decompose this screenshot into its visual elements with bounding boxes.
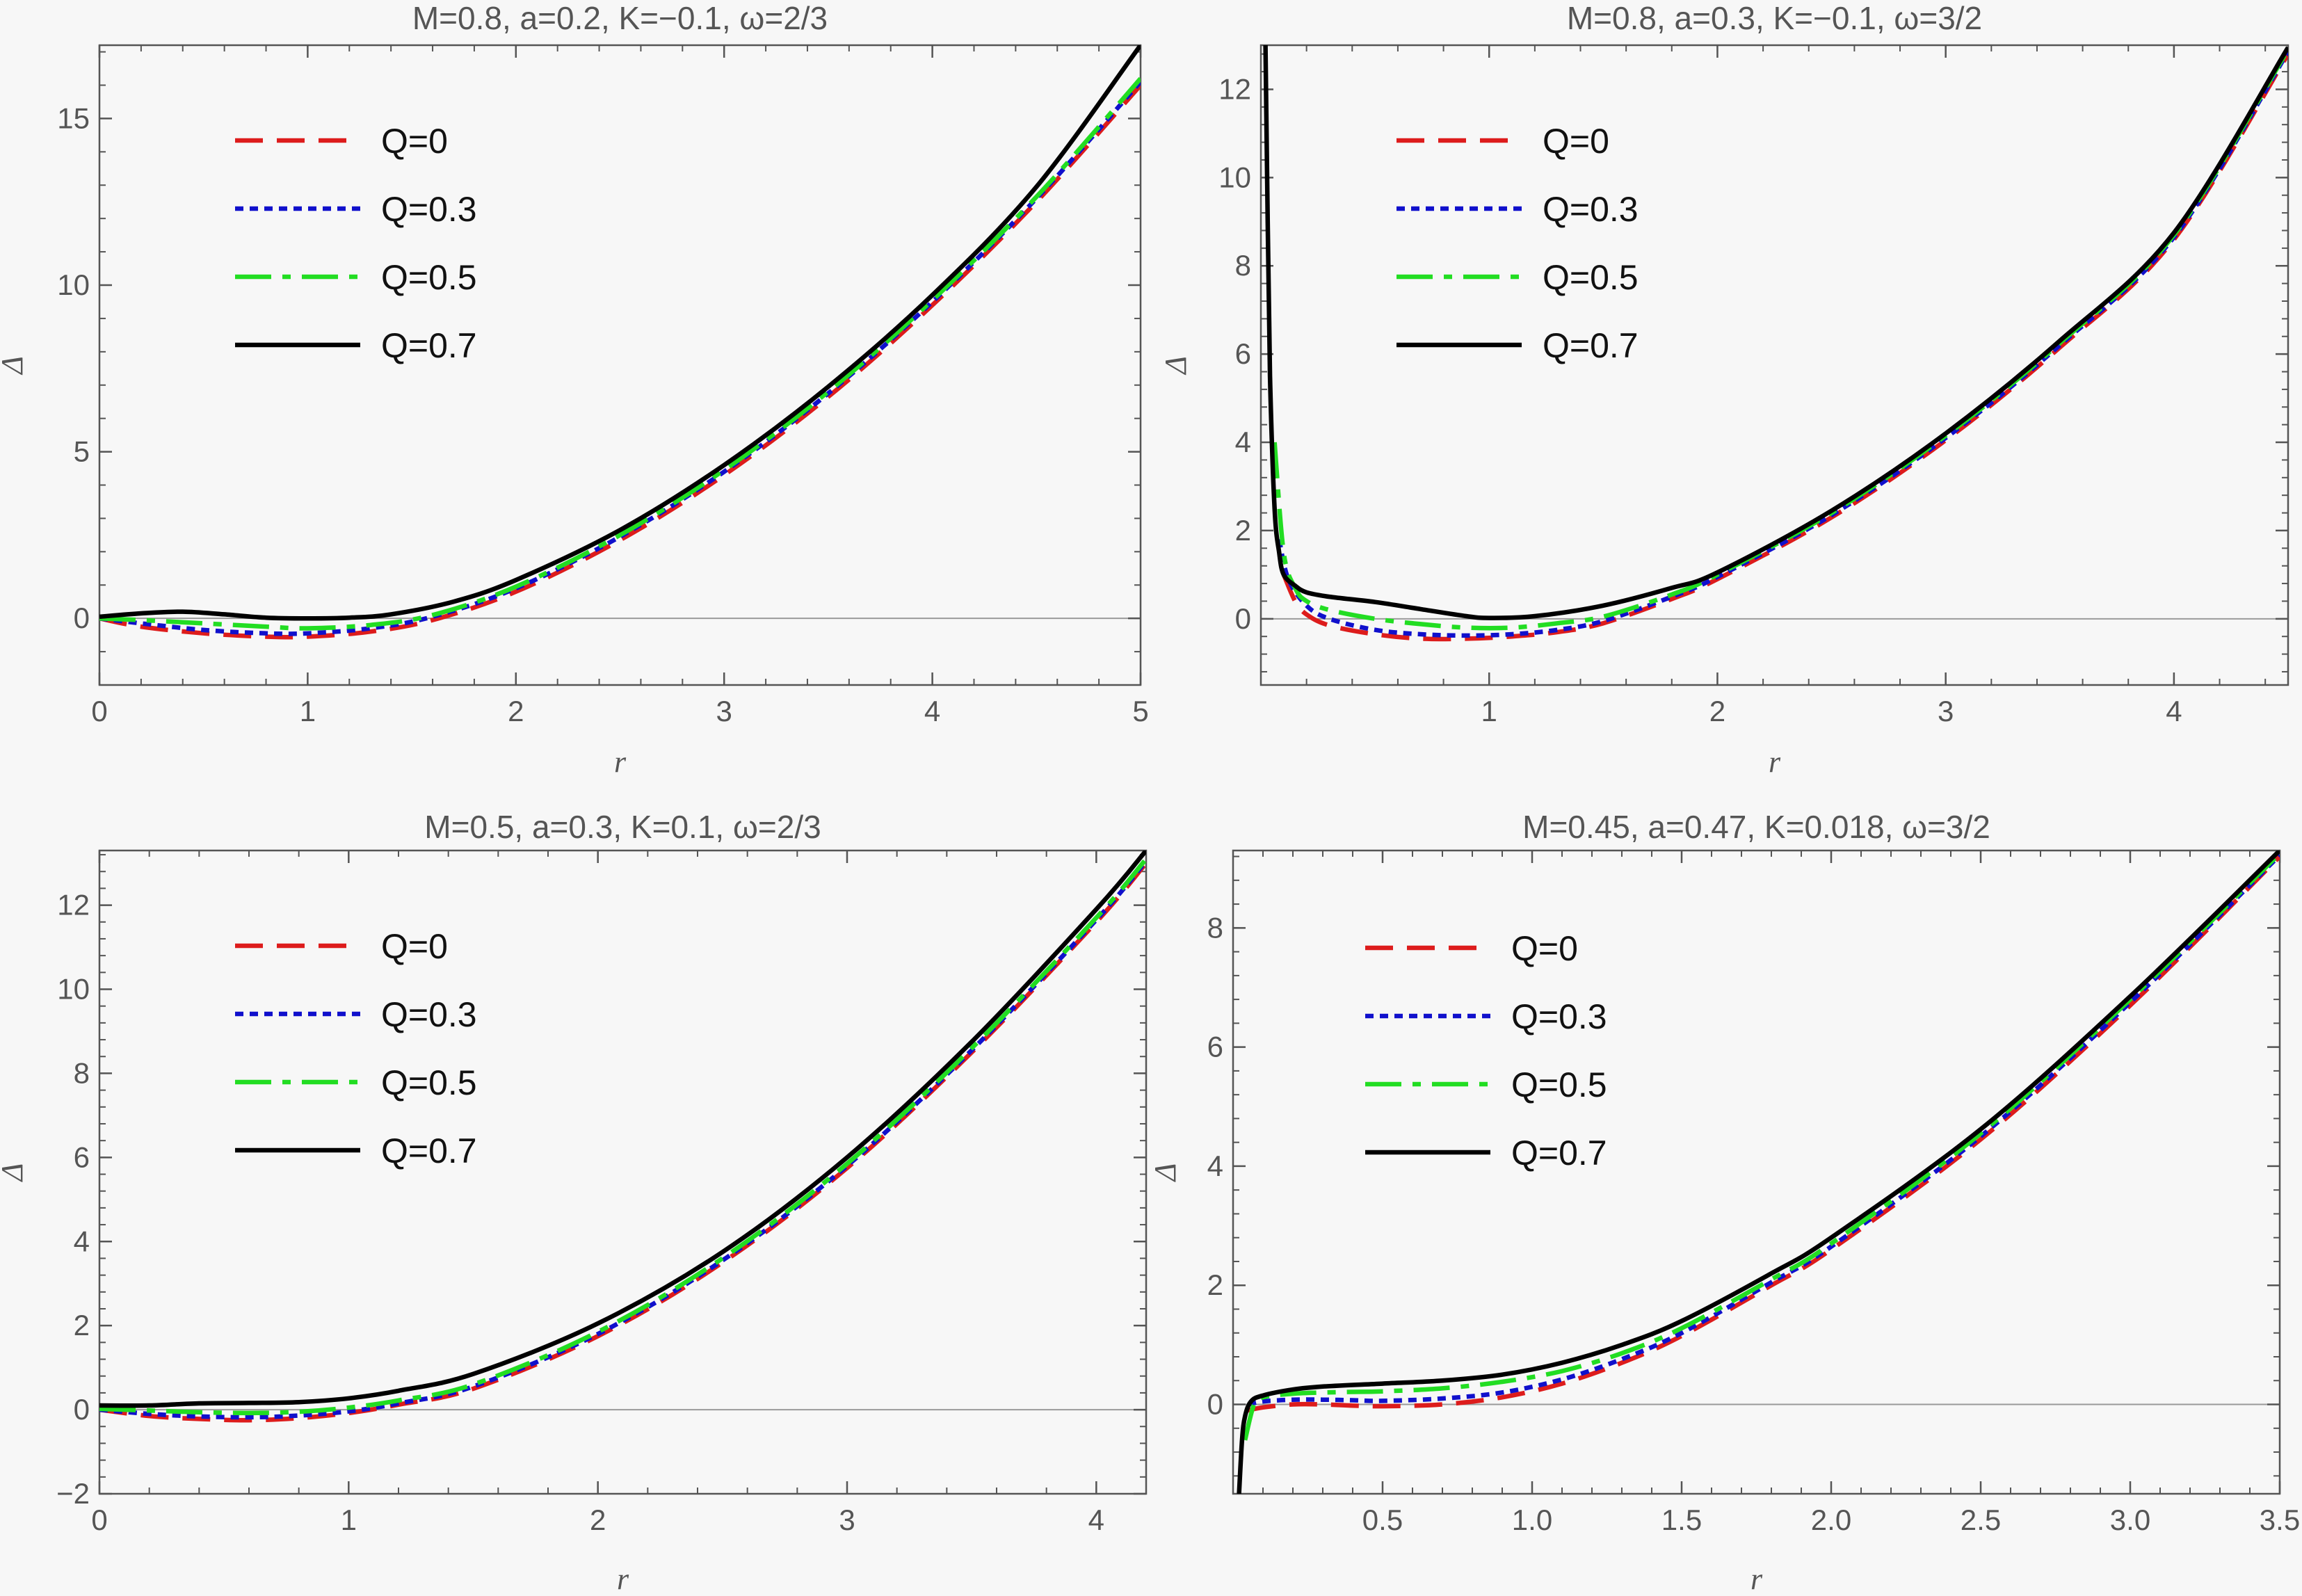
x-tick-label: 0 <box>91 695 107 727</box>
x-tick-label: 3.5 <box>2260 1504 2300 1536</box>
x-axis-label: r <box>614 745 627 779</box>
y-tick-label: −2 <box>56 1477 90 1510</box>
y-tick-label: 2 <box>1235 514 1251 547</box>
panel-title: M=0.8, a=0.3, K=−0.1, ω=3/2 <box>1567 0 1982 36</box>
y-tick-label: 8 <box>1235 249 1251 282</box>
series-line <box>99 45 1141 621</box>
x-tick-label: 2.0 <box>1811 1504 1851 1536</box>
legend-label: Q=0.7 <box>1543 326 1639 365</box>
y-tick-label: 0 <box>74 602 90 634</box>
y-axis-label: Δ <box>0 1163 29 1183</box>
series-line <box>1243 851 2280 1441</box>
y-tick-label: 10 <box>57 973 90 1006</box>
legend-label: Q=0.3 <box>381 190 477 229</box>
y-tick-label: 8 <box>74 1056 90 1089</box>
y-tick-label: 4 <box>74 1225 90 1257</box>
x-tick-label: 2 <box>1709 695 1725 727</box>
series-line <box>99 83 1141 640</box>
plot-frame <box>1259 44 2289 686</box>
legend-label: Q=0.3 <box>1511 997 1607 1036</box>
legend-label: Q=0.3 <box>381 995 477 1034</box>
x-axis-label: r <box>1750 1562 1763 1596</box>
plot-frame <box>98 849 1148 1495</box>
y-tick-label: 0 <box>74 1393 90 1426</box>
series-line <box>99 857 1146 1416</box>
legend-label: Q=0.7 <box>381 326 477 365</box>
legend-label: Q=0.5 <box>1511 1065 1607 1104</box>
legend-label: Q=0.5 <box>381 1063 477 1102</box>
panel-title: M=0.5, a=0.3, K=0.1, ω=2/3 <box>424 809 821 845</box>
x-axis-label: r <box>1769 745 1781 779</box>
y-tick-label: 8 <box>1207 911 1223 944</box>
y-axis-label: Δ <box>0 356 29 376</box>
y-tick-label: 12 <box>1218 72 1251 105</box>
panel-title: M=0.8, a=0.2, K=−0.1, ω=2/3 <box>412 0 828 36</box>
y-tick-label: 15 <box>57 102 90 134</box>
legend-label: Q=0 <box>381 927 448 966</box>
y-axis-label: Δ <box>1159 356 1193 376</box>
x-tick-label: 4 <box>2166 695 2182 727</box>
y-tick-label: 10 <box>1218 161 1251 193</box>
x-tick-label: 3 <box>1938 695 1954 727</box>
series-line <box>99 851 1146 1408</box>
x-tick-label: 1.5 <box>1661 1504 1702 1536</box>
x-axis-label: r <box>617 1562 629 1596</box>
plot-frame <box>1232 849 2281 1495</box>
legend-label: Q=0.3 <box>1543 190 1639 229</box>
x-tick-label: 1 <box>1481 695 1497 727</box>
y-tick-label: 12 <box>57 889 90 921</box>
panel-title: M=0.45, a=0.47, K=0.018, ω=3/2 <box>1522 809 1990 845</box>
legend-label: Q=0.5 <box>1543 258 1639 297</box>
series-line <box>1281 52 2288 642</box>
y-tick-label: 6 <box>1235 337 1251 370</box>
x-tick-label: 0 <box>91 1504 107 1536</box>
legend-label: Q=0 <box>1511 929 1578 968</box>
x-tick-label: 5 <box>1132 695 1148 727</box>
x-tick-label: 4 <box>1088 1504 1104 1536</box>
plot-area <box>99 851 1146 1494</box>
x-tick-label: 3.0 <box>2110 1504 2150 1536</box>
y-tick-label: 6 <box>74 1140 90 1173</box>
x-tick-label: 3 <box>839 1504 855 1536</box>
legend-label: Q=0 <box>1543 122 1609 161</box>
series-line <box>99 76 1141 631</box>
legend-label: Q=0.7 <box>381 1131 477 1170</box>
plot-area <box>1261 45 2288 685</box>
plot-frame <box>98 44 1142 686</box>
y-tick-label: 2 <box>1207 1268 1223 1301</box>
series-line <box>1247 855 2280 1413</box>
x-tick-label: 2 <box>590 1504 606 1536</box>
x-tick-label: 1 <box>341 1504 357 1536</box>
legend-label: Q=0 <box>381 122 448 161</box>
plot-area <box>1233 851 2280 1494</box>
x-tick-label: 1.0 <box>1512 1504 1552 1536</box>
y-tick-label: 0 <box>1207 1388 1223 1421</box>
y-axis-label: Δ <box>1148 1163 1182 1183</box>
legend-label: Q=0.5 <box>381 258 477 297</box>
legend-label: Q=0.7 <box>1511 1134 1607 1172</box>
series-line <box>1263 45 2288 620</box>
series-line <box>1247 853 2280 1407</box>
plot-area <box>99 45 1141 685</box>
series-line <box>1237 851 2280 1494</box>
x-tick-label: 2.5 <box>1961 1504 2001 1536</box>
y-tick-label: 5 <box>74 435 90 468</box>
x-tick-label: 0.5 <box>1362 1504 1403 1536</box>
panel-4: 0.5 1.0 1.5 2.0 2.5 3.0 3.5 0 2 4 6 8 M=0.45, a=0.47… <box>1148 809 2300 1596</box>
x-tick-label: 4 <box>924 695 940 727</box>
panel-1: 0 1 2 3 4 5 0 5 10 15 M=0.8, a=0.2, K=−0.1, ω=2/3 r… <box>0 0 1149 779</box>
y-tick-label: 0 <box>1235 602 1251 635</box>
x-tick-label: 3 <box>716 695 732 727</box>
x-tick-label: 1 <box>300 695 316 727</box>
y-tick-label: 10 <box>57 268 90 301</box>
y-tick-label: 2 <box>74 1309 90 1341</box>
y-tick-label: 4 <box>1207 1150 1223 1182</box>
y-tick-label: 4 <box>1235 426 1251 458</box>
y-tick-label: 6 <box>1207 1031 1223 1063</box>
x-tick-label: 2 <box>508 695 524 727</box>
